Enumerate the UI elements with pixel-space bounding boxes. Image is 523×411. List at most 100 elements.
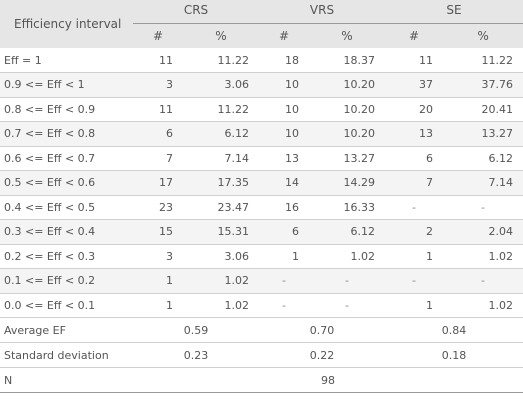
column-header-vrs-count: # (259, 22, 309, 48)
crs-count: 17 (133, 170, 183, 196)
se-value: 0.18 (385, 342, 523, 368)
vrs-percent: 10.20 (309, 97, 386, 122)
table-row: Eff = 1 11 11.22 18 18.37 11 11.22 (0, 48, 523, 73)
se-count: 20 (385, 97, 444, 122)
se-percent: - (443, 195, 523, 220)
table-row: 0.2 <= Eff < 0.3 3 3.06 1 1.02 1 1.02 (0, 244, 523, 269)
summary-row-n: N 98 (0, 367, 523, 393)
crs-count: 1 (133, 293, 183, 318)
crs-count: 11 (133, 97, 183, 122)
se-percent: 6.12 (443, 146, 523, 171)
row-label: 0.1 <= Eff < 0.2 (0, 268, 133, 294)
table-row: 0.7 <= Eff < 0.8 6 6.12 10 10.20 13 13.27 (0, 121, 523, 147)
crs-count: 7 (133, 146, 183, 171)
column-header-crs-count: # (133, 22, 183, 48)
se-count: 11 (385, 48, 444, 73)
group-label-se: SE (446, 3, 462, 18)
table-row: 0.3 <= Eff < 0.4 15 15.31 6 6.12 2 2.04 (0, 219, 523, 245)
table-header: Efficiency interval CRS VRS SE # % # % #… (0, 0, 523, 48)
crs-value: 0.23 (133, 342, 259, 368)
vrs-count: 18 (259, 48, 309, 73)
row-label: N (0, 367, 133, 393)
column-header-vrs-pct: % (309, 22, 386, 48)
column-header-crs-pct: % (183, 22, 259, 48)
row-label: Average EF (0, 317, 133, 343)
crs-count: 6 (133, 121, 183, 147)
se-count: - (385, 268, 444, 294)
se-percent: 1.02 (443, 293, 523, 318)
crs-count: 15 (133, 219, 183, 245)
efficiency-table: Efficiency interval CRS VRS SE # % # % #… (0, 0, 523, 393)
vrs-count: 16 (259, 195, 309, 220)
vrs-percent: 14.29 (309, 170, 386, 196)
table-row: 0.6 <= Eff < 0.7 7 7.14 13 13.27 6 6.12 (0, 146, 523, 171)
se-value: 0.84 (385, 317, 523, 343)
se-count: 1 (385, 293, 444, 318)
summary-row-average: Average EF 0.59 0.70 0.84 (0, 317, 523, 343)
table-body: Eff = 1 11 11.22 18 18.37 11 11.22 0.9 <= Eff <… (0, 48, 523, 393)
se-count: 1 (385, 244, 444, 269)
row-label: 0.2 <= Eff < 0.3 (0, 244, 133, 269)
vrs-percent: - (309, 268, 386, 294)
se-percent: 7.14 (443, 170, 523, 196)
se-percent: 13.27 (443, 121, 523, 147)
vrs-count: 14 (259, 170, 309, 196)
row-label: 0.5 <= Eff < 0.6 (0, 170, 133, 196)
row-label: 0.6 <= Eff < 0.7 (0, 146, 133, 171)
vrs-percent: 10.20 (309, 121, 386, 147)
row-label: 0.9 <= Eff < 1 (0, 72, 133, 98)
column-header-se-count: # (385, 22, 444, 48)
crs-count: 3 (133, 72, 183, 98)
se-percent: 20.41 (443, 97, 523, 122)
se-percent: - (443, 268, 523, 294)
group-label-crs: CRS (183, 3, 209, 18)
crs-percent: 3.06 (183, 72, 259, 98)
table-row: 0.4 <= Eff < 0.5 23 23.47 16 16.33- - (0, 195, 523, 220)
vrs-percent: 6.12 (309, 219, 386, 245)
se-count: - (385, 195, 444, 220)
vrs-count: 1 (259, 244, 309, 269)
column-header-efficiency-interval: Efficiency interval (14, 17, 122, 31)
table-row: 0.1 <= Eff < 0.2 1 1.02- - - - (0, 268, 523, 294)
vrs-count: 10 (259, 121, 309, 147)
se-percent: 2.04 (443, 219, 523, 245)
vrs-percent: - (309, 293, 386, 318)
group-label-vrs: VRS (309, 3, 335, 18)
crs-count: 3 (133, 244, 183, 269)
crs-percent: 1.02 (183, 293, 259, 318)
se-percent: 1.02 (443, 244, 523, 269)
row-label: Standard deviation (0, 342, 133, 368)
se-count: 2 (385, 219, 444, 245)
row-label: 0.3 <= Eff < 0.4 (0, 219, 133, 245)
crs-count: 11 (133, 48, 183, 73)
crs-percent: 11.22 (183, 48, 259, 73)
column-header-se-pct: % (443, 22, 523, 48)
vrs-count: - (259, 293, 309, 318)
row-label: Eff = 1 (0, 48, 133, 73)
crs-value: 0.59 (133, 317, 259, 343)
crs-percent: 1.02 (183, 268, 259, 294)
row-label: 0.7 <= Eff < 0.8 (0, 121, 133, 147)
crs-percent: 11.22 (183, 97, 259, 122)
column-group-se: SE (385, 0, 523, 23)
vrs-count: 10 (259, 72, 309, 98)
vrs-percent: 1.02 (309, 244, 386, 269)
row-label: 0.8 <= Eff < 0.9 (0, 97, 133, 122)
se-percent: 11.22 (443, 48, 523, 73)
vrs-count: 13 (259, 146, 309, 171)
se-percent: 37.76 (443, 72, 523, 98)
vrs-count: 6 (259, 219, 309, 245)
crs-percent: 23.47 (183, 195, 259, 220)
vrs-value: 0.70 (259, 317, 386, 343)
table-row: 0.9 <= Eff < 1 3 3.06 10 10.20 37 37.76 (0, 72, 523, 98)
vrs-count: - (259, 268, 309, 294)
crs-percent: 3.06 (183, 244, 259, 269)
column-group-crs: CRS (133, 0, 259, 23)
crs-percent: 6.12 (183, 121, 259, 147)
vrs-value: 0.22 (259, 342, 386, 368)
summary-row-std-dev: Standard deviation 0.23 0.22 0.18 (0, 342, 523, 368)
crs-percent: 15.31 (183, 219, 259, 245)
vrs-percent: 18.37 (309, 48, 386, 73)
row-label: 0.4 <= Eff < 0.5 (0, 195, 133, 220)
se-count: 6 (385, 146, 444, 171)
